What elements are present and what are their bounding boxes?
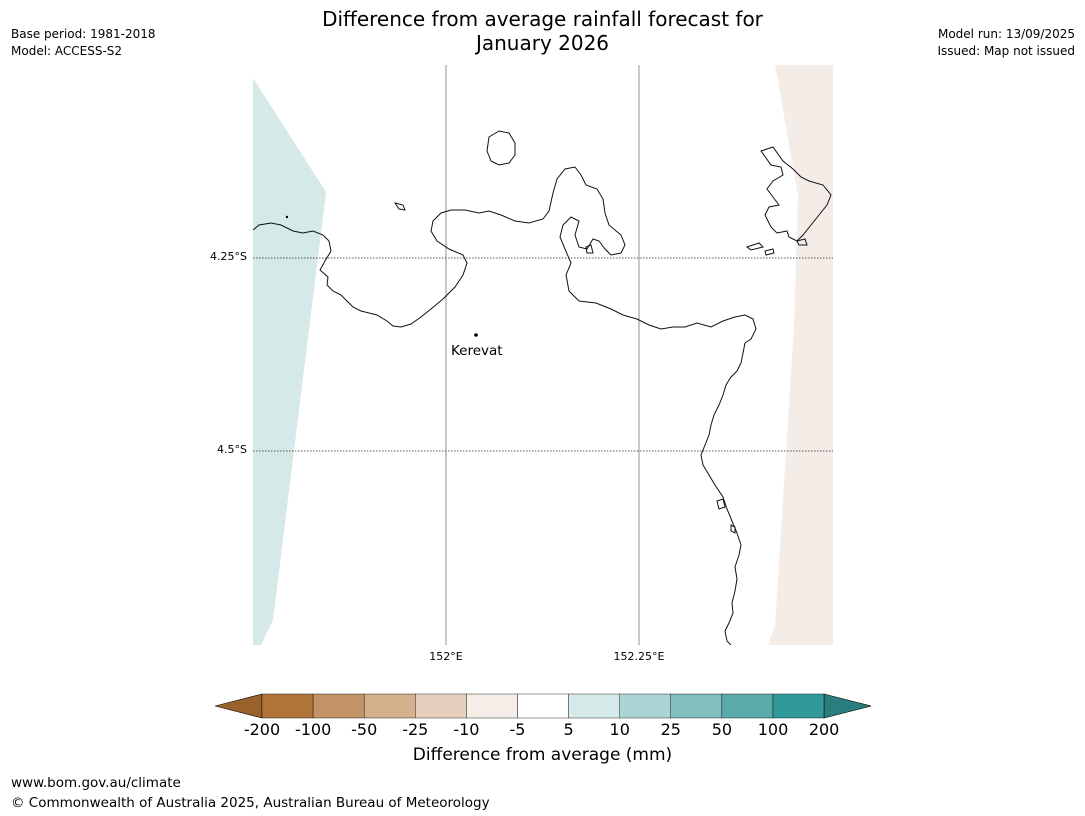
islet-ne-small (745, 242, 764, 251)
colorbar-tick-label: -50 (351, 720, 378, 739)
colorbar-tick-label: -5 (509, 720, 526, 739)
meta-right: Model run: 13/09/2025 Issued: Map not is… (937, 26, 1075, 60)
map-title: Difference from average rainfall forecas… (0, 7, 1085, 55)
colorbar-tick-label: -25 (402, 720, 429, 739)
colorbar (214, 692, 872, 724)
colorbar-segment (466, 693, 518, 719)
islet-south (716, 498, 726, 510)
map-panel: Kerevat (252, 65, 833, 646)
main-coastline (252, 166, 757, 646)
map-title-line1: Difference from average rainfall forecas… (322, 7, 763, 31)
colorbar-tick-label: 200 (808, 720, 840, 739)
colorbar-segment (772, 693, 825, 719)
colorbar-tick-label: -200 (243, 720, 281, 739)
model-run-text: Model run: 13/09/2025 (937, 27, 1075, 41)
map-title-line2: January 2026 (475, 31, 610, 55)
colorbar-segment (619, 693, 672, 719)
lat-label-4-5: 4.5°S (217, 443, 247, 456)
coastline-group (252, 130, 832, 646)
islet-dot (285, 215, 289, 219)
colorbar-tick-label: 10 (609, 720, 630, 739)
colorbar-tick-label: -100 (294, 720, 332, 739)
colorbar-segment (568, 693, 620, 719)
colorbar-arrow-right (823, 693, 872, 719)
lon-label-152: 152°E (429, 650, 463, 663)
meta-left: Base period: 1981-2018 Model: ACCESS-S2 (11, 26, 156, 60)
colorbar-segment (415, 693, 467, 719)
islet-north (486, 130, 516, 166)
colorbar-tick-label: -10 (453, 720, 480, 739)
colorbar-segment (261, 693, 314, 719)
colorbar-segment (721, 693, 774, 719)
footer-url[interactable]: www.bom.gov.au/climate (11, 775, 181, 791)
islet-south2 (730, 524, 736, 534)
islet-west (393, 202, 406, 211)
footer-copyright: © Commonwealth of Australia 2025, Austra… (11, 795, 490, 811)
issued-text: Issued: Map not issued (937, 44, 1075, 58)
colorbar-segment (517, 693, 569, 719)
colorbar-segment (670, 693, 723, 719)
dry-anomaly-region (768, 65, 833, 645)
map-canvas: Kerevat (252, 65, 833, 646)
colorbar-tick-label: 5 (563, 720, 574, 739)
model-text: Model: ACCESS-S2 (11, 44, 123, 58)
colorbar-tick-label: 25 (660, 720, 681, 739)
colorbar-arrow-left (214, 693, 263, 719)
islet-east-coast (760, 146, 832, 242)
wet-anomaly-region (253, 78, 326, 645)
base-period-text: Base period: 1981-2018 (11, 27, 156, 41)
islet-ne-small3 (796, 238, 808, 246)
colorbar-segment (363, 693, 416, 719)
colorbar-svg (214, 693, 872, 719)
lon-label-152-25: 152.25°E (613, 650, 665, 663)
colorbar-tick-label: 50 (711, 720, 733, 739)
place-marker (474, 333, 478, 337)
colorbar-label: Difference from average (mm) (412, 745, 673, 765)
colorbar-segment (312, 693, 365, 719)
islet-center (585, 244, 594, 254)
islet-ne-small2 (764, 248, 775, 256)
lat-label-4-25: 4.25°S (210, 250, 247, 263)
colorbar-tick-label: 100 (757, 720, 789, 739)
place-label: Kerevat (451, 343, 503, 359)
